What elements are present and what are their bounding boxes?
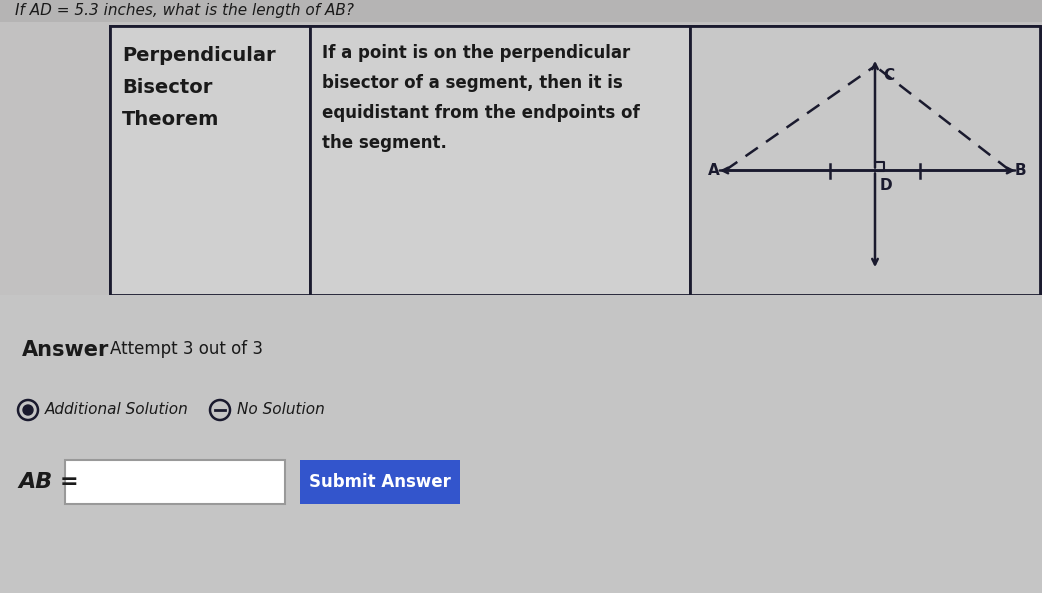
Bar bbox=[311, 26, 690, 295]
Text: the segment.: the segment. bbox=[322, 134, 447, 152]
Bar bbox=[110, 26, 1040, 295]
Text: No Solution: No Solution bbox=[237, 403, 325, 417]
Text: Submit Answer: Submit Answer bbox=[309, 473, 451, 491]
Bar bbox=[300, 460, 460, 504]
Text: bisector of a segment, then it is: bisector of a segment, then it is bbox=[322, 74, 623, 92]
Text: Bisector: Bisector bbox=[122, 78, 213, 97]
Circle shape bbox=[23, 405, 33, 415]
Text: AB =: AB = bbox=[18, 472, 78, 492]
Text: If AD = 5.3 inches, what is the length of AB?: If AD = 5.3 inches, what is the length o… bbox=[15, 4, 354, 18]
Text: C: C bbox=[883, 68, 894, 83]
Bar bbox=[110, 26, 311, 295]
Bar bbox=[0, 0, 1042, 22]
Text: B: B bbox=[1015, 163, 1026, 178]
Text: Attempt 3 out of 3: Attempt 3 out of 3 bbox=[110, 340, 263, 358]
Text: Perpendicular: Perpendicular bbox=[122, 46, 276, 65]
Bar bbox=[690, 26, 1040, 295]
Bar bbox=[65, 460, 286, 504]
Text: Theorem: Theorem bbox=[122, 110, 220, 129]
Text: A: A bbox=[709, 163, 720, 178]
Bar bbox=[0, 295, 1042, 593]
Text: equidistant from the endpoints of: equidistant from the endpoints of bbox=[322, 104, 640, 122]
Text: If a point is on the perpendicular: If a point is on the perpendicular bbox=[322, 44, 630, 62]
Text: Answer: Answer bbox=[22, 340, 109, 360]
Text: D: D bbox=[880, 178, 893, 193]
Text: Additional Solution: Additional Solution bbox=[45, 403, 189, 417]
